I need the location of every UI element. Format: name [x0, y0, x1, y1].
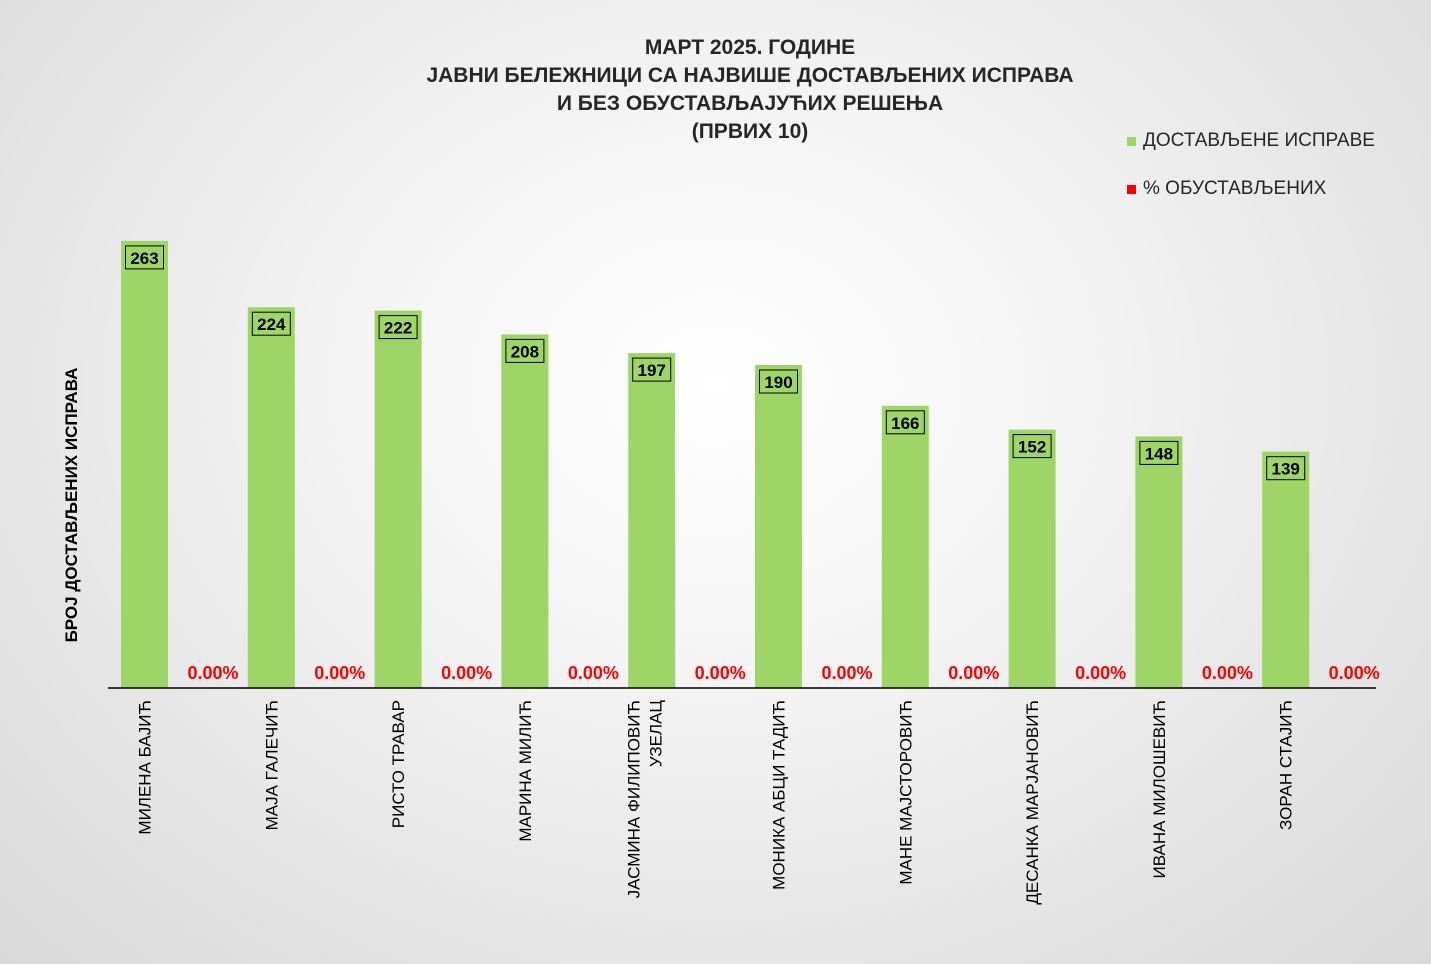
bar-label-box-9 — [1139, 440, 1179, 465]
legend-swatch-suspended — [1127, 184, 1136, 194]
bar-4 — [501, 334, 549, 688]
category-label-line: ДЕСАНКА МАРЈАНОВИЋ — [1023, 700, 1042, 905]
category-label-9: ИВАНА МИЛОШЕВИЋ — [1150, 700, 1169, 878]
category-label-line: МАРИНА МИЛИЋ — [516, 700, 535, 842]
bar-value-label-1: 263 — [130, 249, 158, 268]
bar-value-label-5: 197 — [638, 361, 666, 380]
bar-label-box-1 — [125, 245, 164, 270]
category-label-7: МАНЕ МАЈСТОРОВИЋ — [896, 700, 915, 885]
bar-label-box-3 — [378, 315, 418, 340]
bar-label-box-6 — [759, 369, 798, 394]
legend-label-suspended: % ОБУСТАВЉЕНИХ — [1143, 178, 1327, 199]
category-label-10: ЗОРАН СТАЈИЋ — [1277, 700, 1296, 830]
bar-value-label-4: 208 — [511, 342, 539, 361]
percent-label-10: 0.00% — [1329, 663, 1380, 683]
category-label-4: МАРИНА МИЛИЋ — [516, 700, 535, 842]
category-label-line: МИЛЕНА БАЈИЋ — [136, 700, 155, 835]
percent-label-8: 0.00% — [1075, 663, 1126, 683]
percent-label-6: 0.00% — [821, 663, 872, 683]
percent-label-3: 0.00% — [441, 663, 492, 683]
bar-label-box-8 — [1012, 434, 1052, 459]
category-label-line: МАНЕ МАЈСТОРОВИЋ — [896, 700, 915, 885]
bar-label-box-10 — [1266, 456, 1306, 481]
bar-1 — [121, 240, 168, 688]
bar-3 — [374, 310, 422, 688]
percent-label-5: 0.00% — [695, 663, 746, 683]
chart-title-line-4: (ПРВИХ 10) — [691, 120, 809, 143]
bar-7 — [881, 405, 929, 688]
bar-label-box-2 — [251, 311, 291, 336]
legend-item-suspended: % ОБУСТАВЉЕНИХ — [1127, 178, 1326, 200]
bar-value-label-9: 148 — [1145, 444, 1173, 463]
bar-label-box-4 — [505, 338, 545, 363]
category-label-6: МОНИКА АБЦИ ТАДИЋ — [770, 700, 789, 890]
category-label-2: МАЈА ГАЛЕЧИЋ — [262, 700, 281, 830]
bar-9 — [1135, 436, 1183, 688]
bar-value-label-2: 224 — [257, 315, 286, 334]
percent-label-2: 0.00% — [314, 663, 365, 683]
bar-value-label-8: 152 — [1018, 438, 1046, 457]
chart-title-line-3: И БЕЗ ОБУСТАВЉАЈУЋИХ РЕШЕЊА — [556, 92, 944, 115]
percent-label-7: 0.00% — [948, 663, 999, 683]
bar-10 — [1262, 451, 1310, 688]
category-label-line: ЈАСМИНА ФИЛИПОВИЋ — [625, 700, 644, 898]
category-label-line: ЗОРАН СТАЈИЋ — [1277, 700, 1296, 830]
percent-label-9: 0.00% — [1202, 663, 1253, 683]
percent-label-4: 0.00% — [568, 663, 619, 683]
bar-value-label-10: 139 — [1272, 460, 1300, 479]
bar-value-label-3: 222 — [384, 319, 412, 338]
legend-label-documents: ДОСТАВЉЕНЕ ИСПРАВЕ — [1143, 130, 1375, 151]
bar-value-label-6: 190 — [764, 373, 792, 392]
chart-title: МАРТ 2025. ГОДИНЕ ЈАВНИ БЕЛЕЖНИЦИ СА НАЈ… — [250, 34, 1250, 146]
bar-5 — [628, 353, 676, 688]
bar-value-label-7: 166 — [891, 414, 919, 433]
bar-label-box-5 — [632, 357, 672, 382]
legend-swatch-documents — [1127, 136, 1136, 146]
category-label-8: ДЕСАНКА МАРЈАНОВИЋ — [1023, 700, 1042, 905]
chart-title-line-1: МАРТ 2025. ГОДИНЕ — [644, 36, 856, 59]
bar-label-box-7 — [885, 410, 925, 435]
category-label-3: РИСТО ТРАВАР — [389, 700, 408, 828]
percent-label-1: 0.00% — [187, 663, 238, 683]
category-label-line: РИСТО ТРАВАР — [389, 700, 408, 828]
chart-title-line-2: ЈАВНИ БЕЛЕЖНИЦИ СА НАЈВИШЕ ДОСТАВЉЕНИХ И… — [426, 64, 1074, 87]
category-label-line: МАЈА ГАЛЕЧИЋ — [262, 700, 281, 830]
category-label-line: ИВАНА МИЛОШЕВИЋ — [1150, 700, 1169, 878]
bar-2 — [247, 307, 295, 688]
bar-8 — [1008, 429, 1056, 688]
category-label-line: УЗЕЛАЦ — [647, 700, 666, 768]
bar-6 — [755, 365, 802, 688]
legend-item-documents: ДОСТАВЉЕНЕ ИСПРАВЕ — [1127, 130, 1375, 152]
category-label-line: МОНИКА АБЦИ ТАДИЋ — [770, 700, 789, 890]
category-label-5: ЈАСМИНА ФИЛИПОВИЋ УЗЕЛАЦ — [625, 700, 666, 899]
category-label-1: МИЛЕНА БАЈИЋ — [136, 700, 155, 835]
